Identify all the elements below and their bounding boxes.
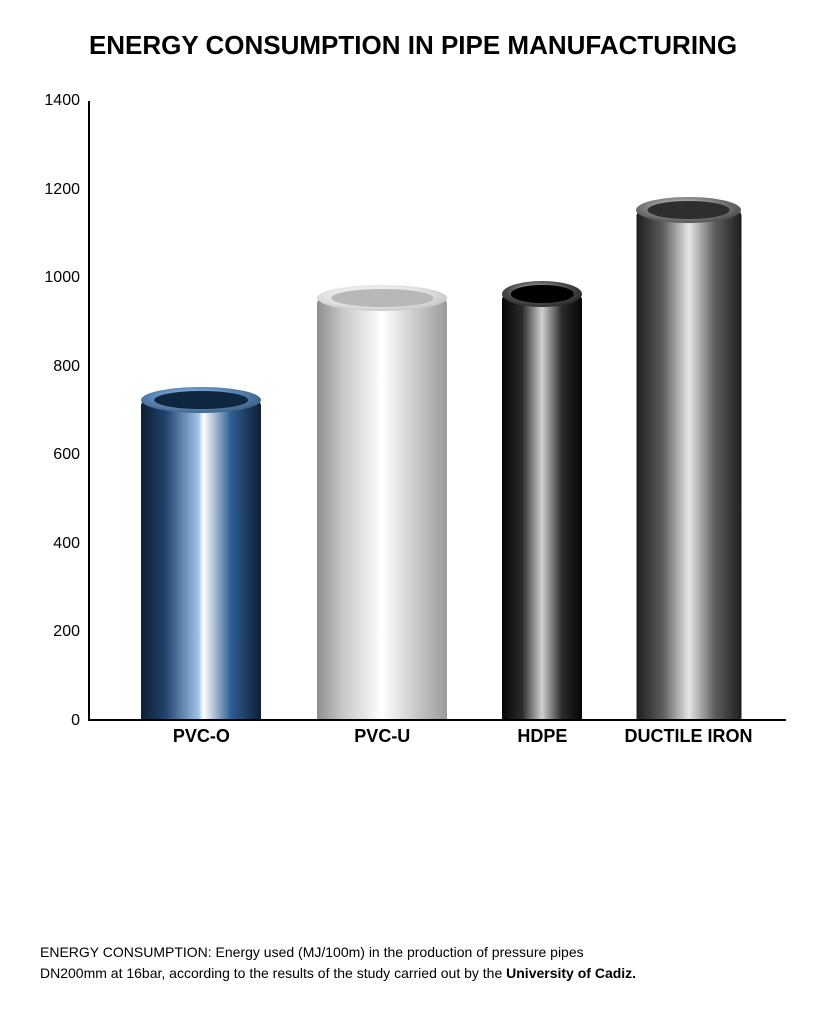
chart-title: ENERGY CONSUMPTION IN PIPE MANUFACTURING [40,30,786,61]
pipe-pvc-o: PVC-O [141,400,261,719]
pipe-hdpe: HDPE [502,294,582,719]
y-tick: 1200 [44,181,80,199]
footnote-line2a: DN200mm at 16bar, according to the resul… [40,965,506,981]
chart-area: 0200400600800100012001400 PVC-OPVC-UHDPE… [40,101,786,872]
y-tick: 0 [71,712,80,730]
x-label: DUCTILE IRON [625,726,753,747]
x-label: PVC-U [354,726,410,747]
plot-area: PVC-O PVC-U HDPE DUCTILE IRON [90,101,786,721]
x-label: HDPE [517,726,567,747]
pipe-inner-ring [511,285,573,303]
pipe-ductile-iron: DUCTILE IRON [636,210,741,719]
footnote: ENERGY CONSUMPTION: Energy used (MJ/100m… [40,942,786,984]
footnote-line2b: University of Cadiz. [506,965,636,981]
pipe-pvc-u: PVC-U [317,298,447,719]
y-tick: 1400 [44,92,80,110]
pipe-inner-ring [155,391,249,409]
pipe-body [141,400,261,719]
y-tick: 1000 [44,269,80,287]
pipe-inner-ring [332,289,433,307]
pipe-body [317,298,447,719]
y-tick: 800 [53,358,80,376]
y-axis: 0200400600800100012001400 [40,101,90,721]
y-tick: 400 [53,535,80,553]
footnote-line1: ENERGY CONSUMPTION: Energy used (MJ/100m… [40,944,584,960]
pipe-inner-ring [648,201,730,219]
pipe-body [502,294,582,719]
y-tick: 200 [53,623,80,641]
y-tick: 600 [53,446,80,464]
pipe-body [636,210,741,719]
x-label: PVC-O [173,726,230,747]
